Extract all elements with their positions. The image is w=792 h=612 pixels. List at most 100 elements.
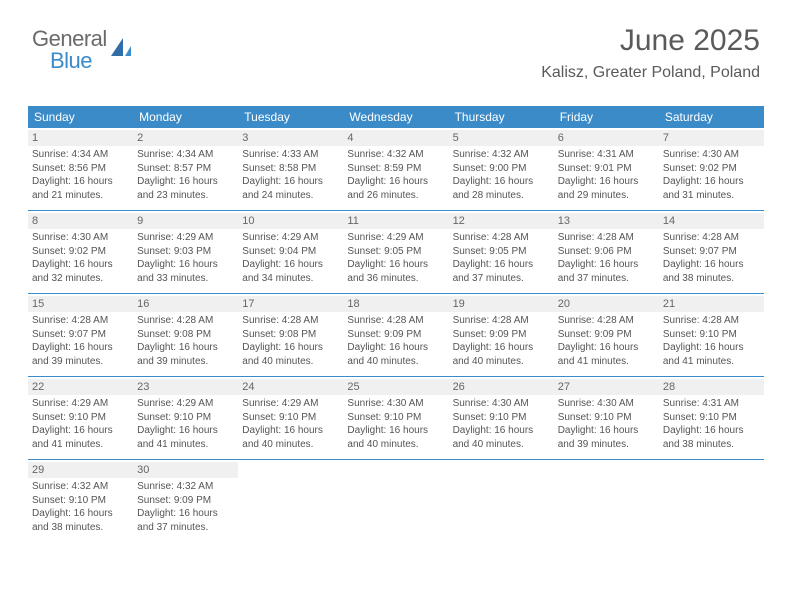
sunset-line: Sunset: 9:08 PM — [137, 328, 234, 342]
day-cell: 20Sunrise: 4:28 AMSunset: 9:09 PMDayligh… — [554, 294, 659, 376]
week-row: 8Sunrise: 4:30 AMSunset: 9:02 PMDaylight… — [28, 210, 764, 293]
week-row: 1Sunrise: 4:34 AMSunset: 8:56 PMDaylight… — [28, 128, 764, 210]
sunrise-line: Sunrise: 4:32 AM — [347, 148, 444, 162]
sunrise-line: Sunrise: 4:34 AM — [32, 148, 129, 162]
day-cell: 18Sunrise: 4:28 AMSunset: 9:09 PMDayligh… — [343, 294, 448, 376]
day-cell: 11Sunrise: 4:29 AMSunset: 9:05 PMDayligh… — [343, 211, 448, 293]
day-cell: 24Sunrise: 4:29 AMSunset: 9:10 PMDayligh… — [238, 377, 343, 459]
day-number: 30 — [133, 462, 238, 478]
day-number: 16 — [133, 296, 238, 312]
sunrise-line: Sunrise: 4:32 AM — [137, 480, 234, 494]
sunrise-line: Sunrise: 4:28 AM — [663, 231, 760, 245]
sunset-line: Sunset: 8:58 PM — [242, 162, 339, 176]
daylight-line: Daylight: 16 hours and 41 minutes. — [137, 424, 234, 451]
logo-sail-icon — [109, 36, 133, 58]
day-number: 28 — [659, 379, 764, 395]
sunset-line: Sunset: 9:10 PM — [453, 411, 550, 425]
sunrise-line: Sunrise: 4:33 AM — [242, 148, 339, 162]
day-header: Friday — [554, 106, 659, 128]
sunrise-line: Sunrise: 4:31 AM — [663, 397, 760, 411]
day-header: Saturday — [659, 106, 764, 128]
day-cell: 14Sunrise: 4:28 AMSunset: 9:07 PMDayligh… — [659, 211, 764, 293]
daylight-line: Daylight: 16 hours and 23 minutes. — [137, 175, 234, 202]
day-number: 21 — [659, 296, 764, 312]
daylight-line: Daylight: 16 hours and 40 minutes. — [453, 424, 550, 451]
daylight-line: Daylight: 16 hours and 33 minutes. — [137, 258, 234, 285]
daylight-line: Daylight: 16 hours and 32 minutes. — [32, 258, 129, 285]
day-cell — [449, 460, 554, 542]
day-number: 14 — [659, 213, 764, 229]
sunset-line: Sunset: 9:08 PM — [242, 328, 339, 342]
day-cell — [659, 460, 764, 542]
week-row: 22Sunrise: 4:29 AMSunset: 9:10 PMDayligh… — [28, 376, 764, 459]
day-cell: 5Sunrise: 4:32 AMSunset: 9:00 PMDaylight… — [449, 128, 554, 210]
day-cell: 8Sunrise: 4:30 AMSunset: 9:02 PMDaylight… — [28, 211, 133, 293]
sunset-line: Sunset: 9:06 PM — [558, 245, 655, 259]
day-number: 27 — [554, 379, 659, 395]
week-row: 15Sunrise: 4:28 AMSunset: 9:07 PMDayligh… — [28, 293, 764, 376]
day-cell: 21Sunrise: 4:28 AMSunset: 9:10 PMDayligh… — [659, 294, 764, 376]
daylight-line: Daylight: 16 hours and 38 minutes. — [663, 258, 760, 285]
day-number: 15 — [28, 296, 133, 312]
sunset-line: Sunset: 9:10 PM — [558, 411, 655, 425]
calendar: SundayMondayTuesdayWednesdayThursdayFrid… — [28, 106, 764, 542]
day-number: 11 — [343, 213, 448, 229]
sunset-line: Sunset: 9:01 PM — [558, 162, 655, 176]
daylight-line: Daylight: 16 hours and 29 minutes. — [558, 175, 655, 202]
day-number: 17 — [238, 296, 343, 312]
day-number: 29 — [28, 462, 133, 478]
day-number: 22 — [28, 379, 133, 395]
daylight-line: Daylight: 16 hours and 36 minutes. — [347, 258, 444, 285]
sunrise-line: Sunrise: 4:28 AM — [558, 231, 655, 245]
day-header: Sunday — [28, 106, 133, 128]
day-number: 19 — [449, 296, 554, 312]
sunset-line: Sunset: 9:10 PM — [32, 411, 129, 425]
day-cell — [343, 460, 448, 542]
sunrise-line: Sunrise: 4:28 AM — [663, 314, 760, 328]
daylight-line: Daylight: 16 hours and 40 minutes. — [453, 341, 550, 368]
sunset-line: Sunset: 9:10 PM — [32, 494, 129, 508]
sunset-line: Sunset: 9:00 PM — [453, 162, 550, 176]
sunset-line: Sunset: 8:57 PM — [137, 162, 234, 176]
day-header: Thursday — [449, 106, 554, 128]
daylight-line: Daylight: 16 hours and 28 minutes. — [453, 175, 550, 202]
day-number: 6 — [554, 130, 659, 146]
title-month: June 2025 — [541, 24, 760, 58]
day-cell: 25Sunrise: 4:30 AMSunset: 9:10 PMDayligh… — [343, 377, 448, 459]
sunrise-line: Sunrise: 4:28 AM — [558, 314, 655, 328]
day-number: 26 — [449, 379, 554, 395]
sunrise-line: Sunrise: 4:30 AM — [558, 397, 655, 411]
sunset-line: Sunset: 9:09 PM — [137, 494, 234, 508]
sunrise-line: Sunrise: 4:29 AM — [137, 397, 234, 411]
logo: General Blue — [32, 26, 133, 74]
day-header-row: SundayMondayTuesdayWednesdayThursdayFrid… — [28, 106, 764, 128]
daylight-line: Daylight: 16 hours and 41 minutes. — [663, 341, 760, 368]
day-cell — [238, 460, 343, 542]
day-cell: 13Sunrise: 4:28 AMSunset: 9:06 PMDayligh… — [554, 211, 659, 293]
sunset-line: Sunset: 9:04 PM — [242, 245, 339, 259]
title-location: Kalisz, Greater Poland, Poland — [541, 64, 760, 82]
day-header: Tuesday — [238, 106, 343, 128]
sunset-line: Sunset: 9:10 PM — [137, 411, 234, 425]
sunrise-line: Sunrise: 4:30 AM — [453, 397, 550, 411]
daylight-line: Daylight: 16 hours and 41 minutes. — [32, 424, 129, 451]
day-number: 18 — [343, 296, 448, 312]
day-number: 1 — [28, 130, 133, 146]
daylight-line: Daylight: 16 hours and 41 minutes. — [558, 341, 655, 368]
day-cell: 10Sunrise: 4:29 AMSunset: 9:04 PMDayligh… — [238, 211, 343, 293]
sunrise-line: Sunrise: 4:30 AM — [663, 148, 760, 162]
daylight-line: Daylight: 16 hours and 40 minutes. — [347, 341, 444, 368]
day-header: Monday — [133, 106, 238, 128]
sunset-line: Sunset: 9:09 PM — [347, 328, 444, 342]
sunset-line: Sunset: 9:09 PM — [453, 328, 550, 342]
day-number: 24 — [238, 379, 343, 395]
day-cell: 19Sunrise: 4:28 AMSunset: 9:09 PMDayligh… — [449, 294, 554, 376]
day-cell: 2Sunrise: 4:34 AMSunset: 8:57 PMDaylight… — [133, 128, 238, 210]
sunset-line: Sunset: 9:05 PM — [347, 245, 444, 259]
daylight-line: Daylight: 16 hours and 37 minutes. — [453, 258, 550, 285]
day-number: 10 — [238, 213, 343, 229]
day-cell: 7Sunrise: 4:30 AMSunset: 9:02 PMDaylight… — [659, 128, 764, 210]
day-cell: 28Sunrise: 4:31 AMSunset: 9:10 PMDayligh… — [659, 377, 764, 459]
week-row: 29Sunrise: 4:32 AMSunset: 9:10 PMDayligh… — [28, 459, 764, 542]
daylight-line: Daylight: 16 hours and 38 minutes. — [663, 424, 760, 451]
